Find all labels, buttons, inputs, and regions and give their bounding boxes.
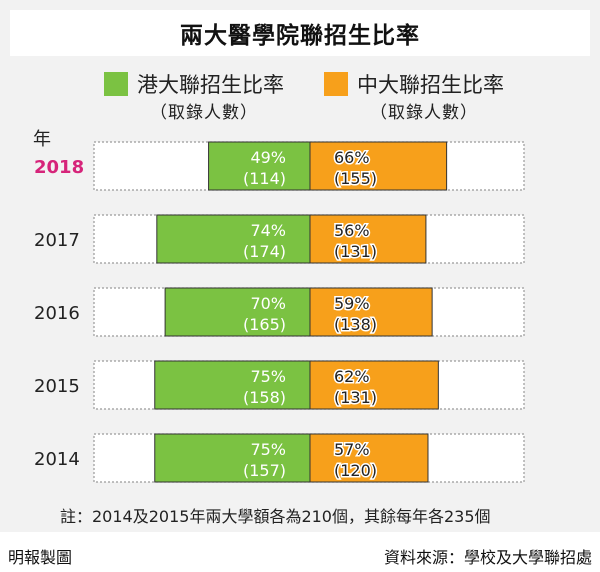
bar-cuhk [309, 433, 429, 483]
hku-count-label: (157) [243, 461, 286, 480]
chart-title: 兩大醫學院聯招生比率 [180, 22, 420, 49]
legend-sub-cuhk: （取錄人數） [370, 103, 478, 123]
hku-count-label: (158) [243, 388, 286, 407]
hku-percent-label: 75% [250, 440, 286, 459]
cuhk-percent-label: 62% [334, 367, 370, 386]
credit-source: 資料來源：學校及大學聯招處 [383, 548, 592, 567]
cuhk-count-label: (120) [334, 461, 377, 480]
year-label: 2014 [34, 449, 80, 470]
cuhk-percent-label: 66% [334, 148, 370, 167]
bar-hku [154, 433, 311, 483]
hku-percent-label: 49% [250, 148, 286, 167]
legend-label-cuhk: 中大聯招生比率 [357, 73, 504, 97]
year-label: 2018 [34, 157, 84, 178]
hku-count-label: (174) [243, 242, 286, 261]
cuhk-percent-label: 59% [334, 294, 370, 313]
bar-cuhk [309, 214, 427, 264]
cuhk-count-label: (155) [334, 169, 377, 188]
hku-count-label: (114) [243, 169, 286, 188]
bar-cuhk [309, 141, 448, 191]
year-label: 2016 [34, 303, 80, 324]
cuhk-count-label: (131) [334, 242, 377, 261]
bar-hku [164, 287, 311, 337]
bar-cuhk [309, 287, 433, 337]
hku-percent-label: 75% [250, 367, 286, 386]
cuhk-count-label: (138) [334, 315, 377, 334]
hku-count-label: (165) [243, 315, 286, 334]
cuhk-percent-label: 57% [334, 440, 370, 459]
hku-percent-label: 70% [250, 294, 286, 313]
legend-swatch-hku [104, 72, 128, 96]
year-label: 2017 [34, 230, 80, 251]
title-box: 兩大醫學院聯招生比率 [10, 10, 590, 56]
bar-hku [156, 214, 311, 264]
legend-label-hku: 港大聯招生比率 [137, 73, 284, 97]
legend-swatch-cuhk [324, 72, 348, 96]
legend-sub-hku: （取錄人數） [150, 103, 258, 123]
year-label: 2015 [34, 376, 80, 397]
cuhk-count-label: (131) [334, 388, 377, 407]
credit-producer: 明報製圖 [8, 548, 73, 567]
cuhk-percent-label: 56% [334, 221, 370, 240]
bar-chart: 2018 49% (114) 66% (155) 2017 74% (174) 56% (131)… [34, 141, 525, 483]
bar-hku [154, 360, 311, 410]
footnote: 註：2014及2015年兩大學額各為210個，其餘每年各235個 [60, 507, 491, 526]
year-axis-header: 年 [33, 129, 51, 150]
hku-percent-label: 74% [250, 221, 286, 240]
bar-cuhk [309, 360, 439, 410]
